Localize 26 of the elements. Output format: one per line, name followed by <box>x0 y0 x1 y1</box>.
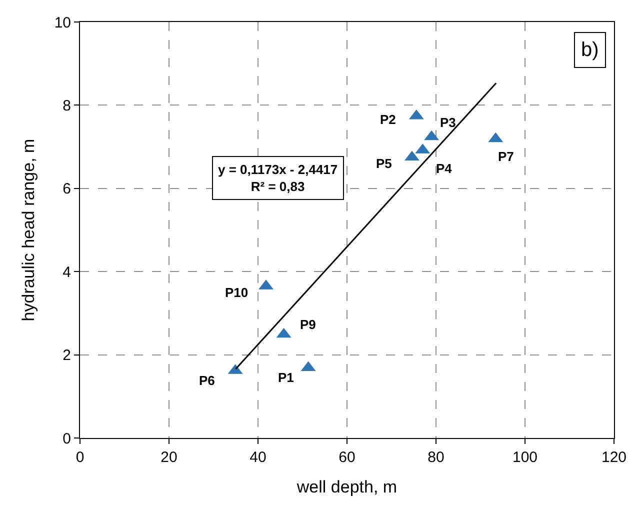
x-axis-title: well depth, m <box>296 477 398 496</box>
x-tick-label: 60 <box>338 449 356 466</box>
y-tick-label: 10 <box>54 14 71 32</box>
annotation: P10 <box>225 285 248 300</box>
annotation: y = 0,1173x - 2,4417 R² = 0,83 <box>218 162 338 194</box>
annotation: P5 <box>376 156 392 171</box>
y-tick-label: 8 <box>62 97 71 114</box>
annotation: P3 <box>440 115 456 130</box>
x-tick-label: 20 <box>160 449 178 466</box>
annotation: P2 <box>380 112 396 127</box>
x-tick-label: 120 <box>601 449 627 466</box>
x-tick-label: 40 <box>250 449 266 466</box>
annotation: P6 <box>199 373 215 388</box>
annotation: P1 <box>278 370 294 385</box>
y-tick-label: 0 <box>62 430 71 448</box>
x-tick-label: 0 <box>76 449 84 466</box>
x-tick-label: 100 <box>512 449 538 466</box>
annotation: P9 <box>300 317 316 332</box>
y-tick-label: 2 <box>62 347 71 364</box>
y-tick-label: 6 <box>62 180 71 198</box>
y-tick-label: 4 <box>62 264 71 281</box>
annotation: b) <box>581 39 599 61</box>
annotation: P7 <box>498 149 514 164</box>
annotation: P4 <box>436 161 453 176</box>
y-axis-title: hydraulic head range, m <box>18 138 38 322</box>
x-tick-label: 80 <box>428 449 444 466</box>
